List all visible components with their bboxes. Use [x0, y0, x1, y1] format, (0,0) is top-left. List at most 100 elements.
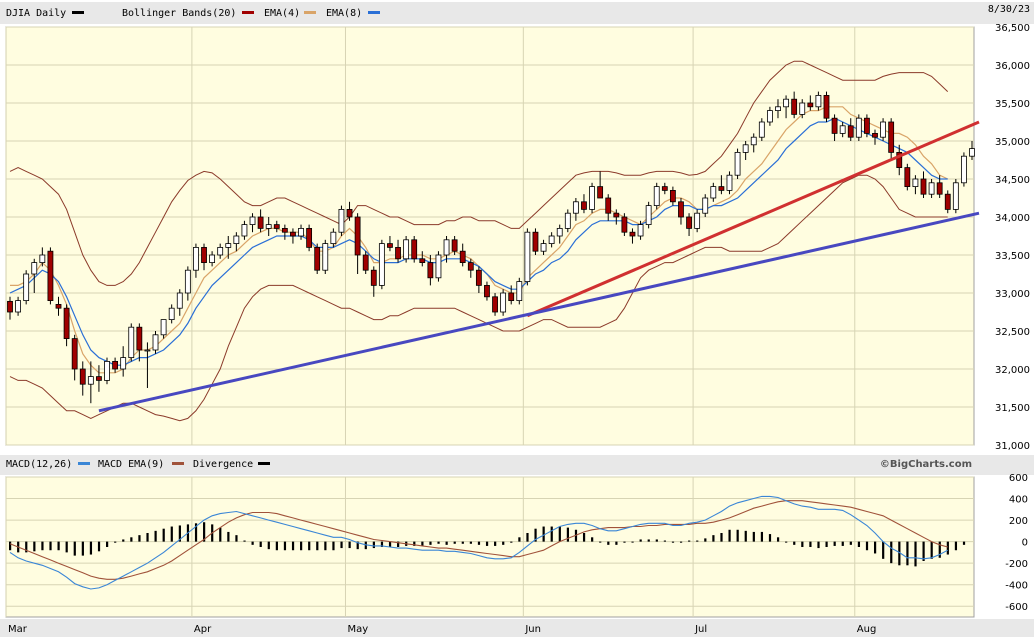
divergence-bar — [582, 533, 586, 542]
divergence-bar — [81, 541, 84, 556]
macd-line — [9, 495, 948, 590]
candle-up — [815, 95, 822, 108]
price-tick-label: 36,000 — [995, 61, 1030, 72]
divergence-bar — [130, 537, 133, 542]
price-panel — [5, 26, 975, 446]
bollinger-label: Bollinger Bands(20) — [122, 8, 236, 19]
divergence-bar — [114, 541, 117, 543]
macd-panel — [5, 476, 975, 618]
candle-down — [686, 216, 692, 229]
candle-down — [314, 246, 321, 271]
divergence-bar — [825, 541, 828, 547]
main-header-bar — [0, 2, 1034, 24]
candle-up — [766, 110, 773, 123]
divergence-bar — [49, 541, 52, 551]
divergence-bar — [9, 541, 12, 551]
candle-up — [564, 212, 571, 229]
candle-up — [249, 216, 256, 225]
divergence-bar — [97, 541, 101, 552]
macd-tick-label: 600 — [1009, 473, 1028, 484]
blue-trendline — [98, 211, 980, 413]
month-tick-label: Apr — [194, 624, 212, 635]
price-tick-label: 32,000 — [995, 365, 1030, 376]
macd-tick-label: 400 — [1009, 495, 1028, 506]
divergence-bar — [655, 539, 658, 542]
candle-up — [783, 98, 789, 108]
divergence-bar — [308, 541, 311, 551]
candle-up — [184, 269, 191, 294]
candle-down — [581, 201, 587, 210]
divergence-bar — [873, 541, 877, 554]
divergence-bar — [356, 541, 359, 550]
divergence-bar — [275, 541, 278, 551]
divergence-bar — [526, 533, 529, 542]
candle-down — [807, 102, 814, 108]
divergence-bar — [623, 541, 626, 543]
month-tick-label: Mar — [8, 624, 28, 635]
divergence-bar — [89, 541, 93, 555]
candle-up — [168, 307, 175, 321]
divergence-bar — [962, 541, 966, 545]
divergence-bar — [930, 541, 933, 559]
candle-down — [63, 307, 70, 340]
candle-up — [912, 178, 919, 187]
divergence-bar — [170, 526, 173, 542]
candle-down — [370, 269, 377, 286]
divergence-bar — [380, 541, 384, 547]
candle-down — [451, 239, 458, 252]
divergence-bar — [817, 541, 820, 549]
month-tick-label: May — [347, 624, 368, 635]
divergence-bar — [340, 541, 343, 549]
candle-up — [572, 201, 579, 214]
divergence-bar — [744, 530, 747, 542]
candle-down — [47, 250, 54, 301]
candle-up — [928, 182, 935, 195]
candle-down — [387, 243, 393, 248]
macd-histogram — [9, 522, 966, 567]
candle-up — [969, 148, 975, 157]
divergence-bar — [178, 525, 181, 542]
divergence-bar — [647, 539, 650, 542]
divergence-bar — [219, 527, 222, 542]
candle-up — [799, 102, 806, 115]
divergence-bar — [833, 541, 836, 546]
divergence-bar — [106, 541, 109, 547]
divergence-bar — [809, 541, 812, 547]
divergence-bar — [421, 541, 424, 546]
divergence-bar — [283, 541, 287, 551]
candle-down — [621, 216, 628, 233]
price-tick-label: 33,500 — [995, 251, 1030, 262]
divergence-bar — [882, 541, 885, 559]
candle-up — [775, 106, 781, 112]
divergence-bar — [372, 541, 375, 549]
candle-up — [104, 360, 110, 381]
candle-down — [661, 186, 668, 191]
divergence-bar — [364, 541, 367, 550]
candle-up — [734, 151, 741, 176]
symbol-label: DJIA Daily — [6, 8, 66, 19]
price-tick-label: 31,500 — [995, 403, 1030, 414]
candle-up — [23, 273, 30, 302]
candle-down — [904, 167, 911, 188]
divergence-bar — [615, 541, 618, 545]
divergence-bar — [397, 541, 400, 547]
bollinger-lower-line — [9, 174, 948, 422]
divergence-bar — [25, 541, 28, 553]
divergence-bar — [194, 523, 198, 542]
candle-down — [354, 216, 361, 256]
divergence-bar — [203, 522, 206, 542]
candle-up — [152, 334, 159, 351]
divergence-bar — [413, 541, 416, 546]
divergence-bar — [243, 540, 246, 542]
divergence-bar — [494, 541, 497, 546]
candle-up — [338, 208, 345, 233]
candle-up — [233, 235, 240, 244]
candle-down — [864, 117, 870, 134]
candle-down — [395, 246, 401, 260]
month-tick-label: Jun — [524, 624, 541, 635]
candle-down — [847, 125, 854, 138]
candle-up — [758, 121, 765, 138]
divergence-bar — [41, 541, 44, 551]
divergence-bar — [461, 541, 464, 544]
candle-up — [217, 246, 224, 256]
